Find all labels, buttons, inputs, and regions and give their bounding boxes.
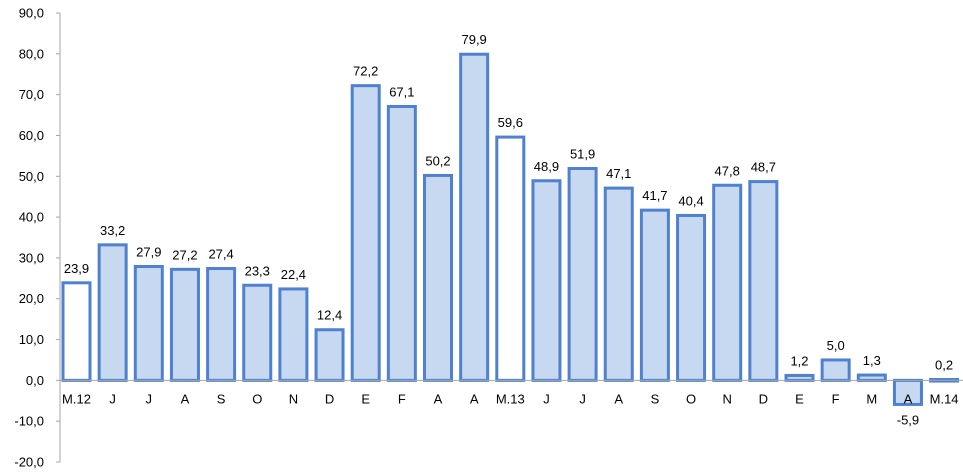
y-tick-label: 20,0 [19, 291, 44, 306]
y-tick-label: 40,0 [19, 210, 44, 225]
data-label: 50,2 [425, 153, 450, 168]
bar [459, 52, 490, 382]
x-tick-label: A [904, 391, 913, 406]
y-tick-label: 0,0 [26, 373, 44, 388]
y-tick-label: -10,0 [14, 414, 44, 429]
data-label: 0,2 [935, 358, 953, 373]
data-label: 22,4 [281, 267, 306, 282]
bar [278, 287, 309, 382]
bar [133, 264, 164, 382]
bar [820, 358, 851, 382]
x-tick-label: M.14 [930, 391, 959, 406]
data-label: 1,3 [863, 353, 881, 368]
x-tick-label: J [146, 391, 153, 406]
data-label: 23,3 [245, 263, 270, 278]
y-tick-label: 70,0 [19, 87, 44, 102]
bar [856, 373, 887, 382]
bar [423, 173, 453, 382]
bar [169, 267, 200, 382]
bar [61, 281, 92, 382]
bar [531, 179, 562, 382]
y-tick-label: 90,0 [19, 6, 44, 21]
bar [603, 186, 634, 382]
x-tick-label: D [759, 391, 768, 406]
x-tick-label: S [651, 391, 660, 406]
x-tick-label: A [434, 391, 443, 406]
bar [495, 135, 526, 382]
x-tick-label: O [252, 391, 262, 406]
y-axis: 90,0 80,0 70,0 60,0 50,0 40,0 30,0 20,0 10,0 0,0 -… [14, 6, 61, 470]
data-label: 48,9 [534, 159, 559, 174]
x-tick-label: F [832, 391, 840, 406]
x-tick-label: M [866, 391, 877, 406]
bar [242, 283, 273, 382]
data-label: 47,1 [606, 166, 631, 181]
y-tick-label: -20,0 [14, 455, 44, 470]
bar [567, 167, 598, 382]
x-tick-label: J [543, 391, 550, 406]
data-label: 72,2 [353, 64, 378, 79]
data-label: 27,4 [208, 247, 233, 262]
x-tick-label: E [361, 391, 370, 406]
data-label: 48,7 [751, 160, 776, 175]
y-tick-label: 80,0 [19, 46, 44, 61]
bar [748, 180, 779, 382]
x-axis: M.12 J J A S O N D E F A A M.13 J J A S O N D E F M A M.14 [60, 379, 963, 406]
data-label: -5,9 [897, 412, 919, 427]
data-label: 33,2 [100, 223, 125, 238]
bar [639, 208, 670, 382]
data-label: 27,9 [136, 244, 161, 259]
data-label: 41,7 [642, 188, 667, 203]
x-tick-label: O [686, 391, 696, 406]
data-label: 67,1 [389, 84, 414, 99]
y-tick-label: 60,0 [19, 128, 44, 143]
bar [386, 104, 417, 382]
bars [61, 52, 960, 406]
x-tick-label: A [181, 391, 190, 406]
x-tick-label: E [795, 391, 804, 406]
x-tick-label: J [109, 391, 116, 406]
bar [784, 373, 815, 382]
data-label: 79,9 [461, 32, 486, 47]
data-label: 27,2 [172, 247, 197, 262]
y-tick-label: 50,0 [19, 169, 44, 184]
x-tick-label: M.13 [496, 391, 525, 406]
x-tick-label: A [470, 391, 479, 406]
y-tick-label: 30,0 [19, 250, 44, 265]
data-label: 12,4 [317, 308, 342, 323]
bar [712, 183, 743, 382]
x-tick-label: J [579, 391, 586, 406]
data-label: 5,0 [827, 338, 845, 353]
bar [206, 267, 237, 382]
data-label: 23,9 [64, 261, 89, 276]
bar [676, 213, 707, 382]
x-tick-label: D [325, 391, 334, 406]
data-label: 40,4 [678, 193, 703, 208]
x-tick-label: F [398, 391, 406, 406]
x-tick-label: N [723, 391, 732, 406]
y-tick-label: 10,0 [19, 332, 44, 347]
data-label: 51,9 [570, 147, 595, 162]
x-tick-label: A [614, 391, 623, 406]
bar [314, 328, 345, 382]
data-label: 47,8 [715, 163, 740, 178]
x-tick-label: S [217, 391, 226, 406]
x-tick-label: M.12 [62, 391, 91, 406]
data-label: 59,6 [498, 115, 523, 130]
bar [350, 84, 381, 382]
bar [892, 378, 923, 406]
data-labels: 23,9 33,2 27,9 27,2 27,4 23,3 22,4 12,4 72,2 67,1… [64, 32, 953, 427]
x-tick-label: N [289, 391, 298, 406]
data-label: 1,2 [790, 353, 808, 368]
bar [97, 243, 128, 382]
